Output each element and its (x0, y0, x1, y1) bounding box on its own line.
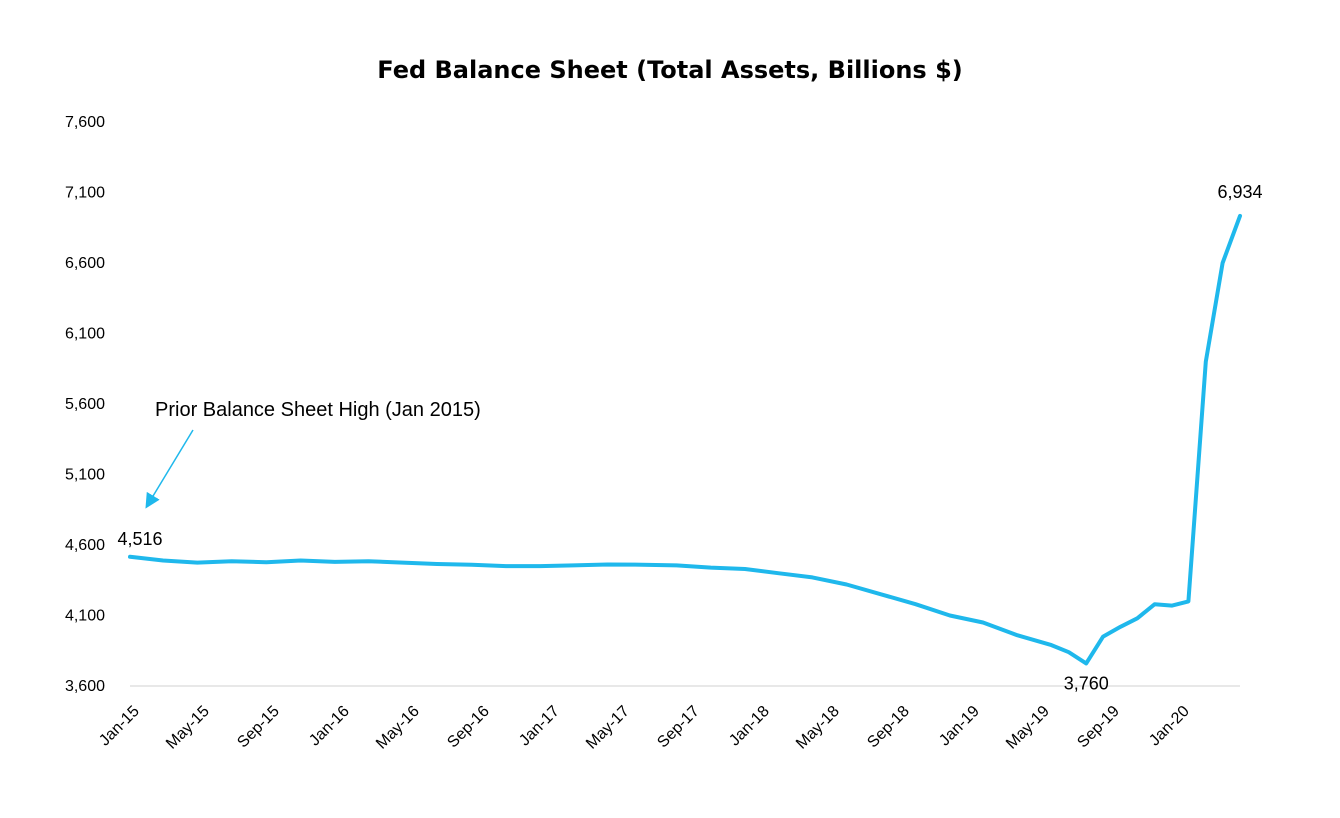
y-tick-label: 4,600 (65, 537, 105, 554)
y-tick-label: 3,600 (65, 678, 105, 695)
y-axis: 3,600 4,100 4,600 5,100 5,600 6,100 6,600 7,100… (65, 114, 105, 695)
annotation-text: Prior Balance Sheet High (Jan 2015) (155, 399, 481, 421)
y-tick-label: 6,600 (65, 255, 105, 272)
x-tick-label: Jan-19 (936, 703, 983, 750)
x-tick-label: Sep-17 (654, 703, 703, 752)
y-tick-label: 6,100 (65, 326, 105, 343)
data-label: 4,516 (117, 529, 162, 549)
x-tick-label: May-16 (373, 703, 423, 753)
chart-title: Fed Balance Sheet (Total Assets, Billion… (377, 56, 963, 84)
x-tick-label: May-19 (1003, 703, 1053, 753)
y-tick-label: 5,100 (65, 467, 105, 484)
x-tick-label: May-18 (793, 703, 843, 753)
x-axis: Jan-15 May-15 Sep-15 Jan-16 May-16 Sep-16 Jan-… (96, 685, 1240, 753)
y-tick-label: 7,600 (65, 114, 105, 131)
x-tick-label: Sep-16 (444, 703, 493, 752)
y-tick-label: 7,100 (65, 185, 105, 202)
x-tick-label: Jan-20 (1146, 703, 1193, 750)
x-tick-label: Jan-15 (96, 703, 143, 750)
annotation-group: Prior Balance Sheet High (Jan 2015) (145, 399, 481, 509)
x-tick-label: Sep-18 (864, 703, 913, 752)
series-line (128, 213, 1242, 666)
data-label: 6,934 (1217, 182, 1262, 202)
x-tick-label: Jan-16 (306, 703, 353, 750)
y-tick-label: 5,600 (65, 396, 105, 413)
data-labels: 4,516 3,760 6,934 (117, 182, 1262, 694)
x-tick-label: Sep-15 (234, 703, 283, 752)
x-tick-label: Jan-17 (516, 703, 563, 750)
y-tick-label: 4,100 (65, 608, 105, 625)
x-tick-label: May-17 (583, 703, 633, 753)
data-label: 3,760 (1064, 673, 1109, 693)
x-tick-label: Sep-19 (1074, 703, 1123, 752)
annotation-arrow (145, 429, 194, 509)
series-group (128, 213, 1242, 666)
x-tick-label: May-15 (163, 703, 213, 753)
x-tick-label: Jan-18 (726, 703, 773, 750)
